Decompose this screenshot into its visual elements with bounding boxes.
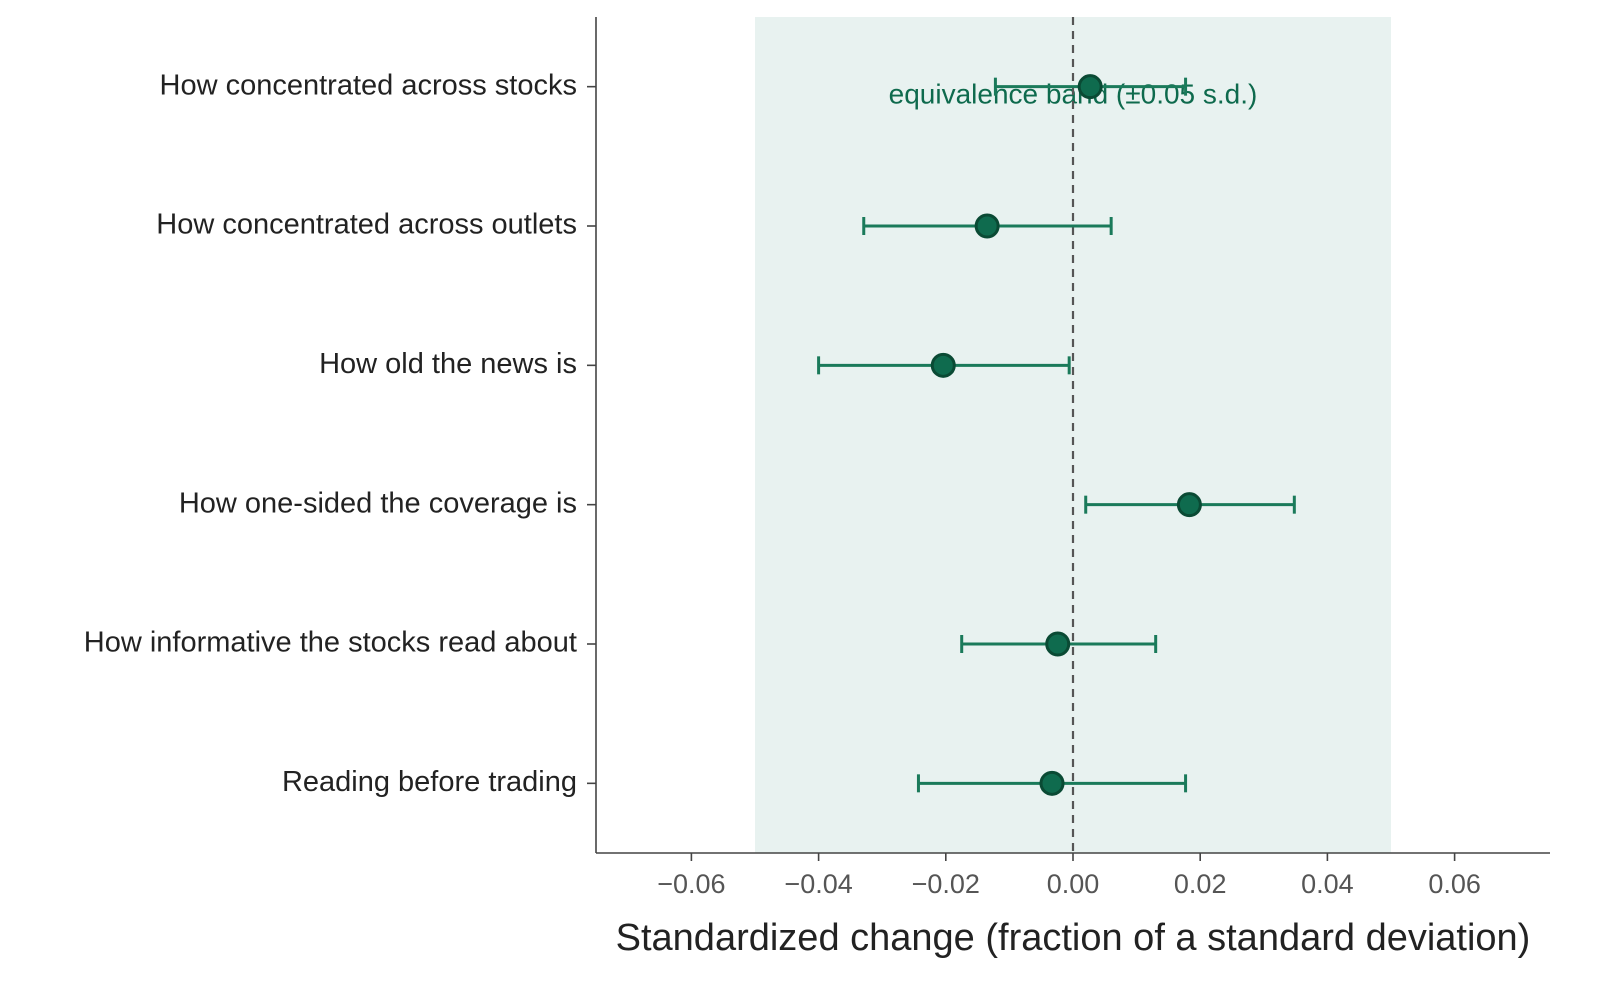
point-estimate <box>974 213 1000 239</box>
y-tick-label: Reading before trading <box>282 766 577 798</box>
x-tick-label: −0.04 <box>784 869 852 899</box>
x-tick-label: 0.00 <box>1047 869 1100 899</box>
point-estimate <box>1045 631 1071 657</box>
x-tick-label: −0.06 <box>657 869 725 899</box>
x-tick-label: 0.02 <box>1174 869 1227 899</box>
y-tick-label: How one-sided the coverage is <box>179 487 577 519</box>
x-tick-label: 0.04 <box>1301 869 1354 899</box>
y-tick-label: How old the news is <box>319 348 577 380</box>
x-tick-label: 0.06 <box>1428 869 1481 899</box>
point-estimate <box>1176 492 1202 518</box>
point-estimate <box>930 352 956 378</box>
x-tick-label: −0.02 <box>912 869 980 899</box>
equivalence-band <box>755 17 1391 853</box>
y-tick-label: How informative the stocks read about <box>84 627 577 659</box>
y-tick-label: How concentrated across stocks <box>160 69 577 101</box>
x-axis-label: Standardized change (fraction of a stand… <box>616 917 1531 959</box>
y-tick-label: How concentrated across outlets <box>156 209 577 241</box>
point-estimate <box>1077 74 1103 100</box>
point-estimate <box>1039 770 1065 796</box>
